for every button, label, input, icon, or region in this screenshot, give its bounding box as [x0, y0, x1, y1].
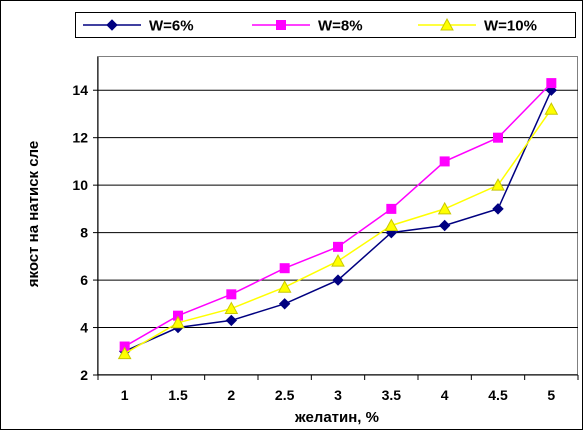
data-point: [226, 289, 237, 300]
y-tick-label: 12: [72, 130, 88, 146]
data-point: [546, 78, 557, 89]
data-point: [224, 301, 239, 315]
data-point: [493, 132, 503, 143]
data-point: [437, 201, 452, 215]
series-group: [117, 78, 559, 360]
x-tick-label: 5: [547, 387, 555, 403]
data-point: [277, 280, 292, 293]
x-tick-label: 2.5: [275, 387, 295, 403]
legend-label: W=10%: [484, 18, 537, 35]
x-tick-label: 4.5: [488, 387, 508, 403]
data-point: [492, 203, 504, 215]
y-axis-ticks: 2 4 6 8 10 12 14: [72, 82, 98, 383]
x-tick-label: 1.5: [168, 387, 188, 403]
legend: W=6% W=8% W=10%: [75, 12, 576, 38]
data-point: [331, 254, 345, 267]
legend-marker: [440, 17, 454, 31]
plot-area: [97, 56, 578, 375]
data-point: [225, 314, 238, 327]
x-axis-title: желатин, %: [294, 409, 379, 426]
x-axis-ticks: 1 1.5 2 2.5 3 3.5 4 4.5 5: [97, 375, 579, 403]
data-point: [279, 263, 290, 274]
y-tick-label: 14: [72, 82, 88, 98]
data-point: [333, 241, 343, 252]
x-tick-label: 3.5: [382, 387, 402, 403]
data-point: [544, 102, 559, 115]
data-point: [439, 156, 450, 167]
y-tick-label: 6: [80, 272, 88, 288]
x-tick-label: 1: [121, 387, 129, 403]
y-tick-label: 4: [80, 320, 88, 336]
x-tick-label: 2: [227, 387, 235, 403]
legend-marker: [276, 20, 286, 30]
x-tick-label: 3: [334, 387, 342, 403]
data-point: [384, 218, 399, 231]
data-point: [332, 274, 344, 286]
y-tick-label: 10: [72, 177, 88, 193]
data-point: [171, 315, 185, 329]
y-tick-label: 2: [80, 367, 88, 383]
legend-box: [75, 12, 576, 38]
legend-label: W=6%: [149, 18, 194, 35]
data-point: [278, 298, 291, 310]
y-tick-label: 8: [80, 225, 88, 241]
x-tick-label: 4: [441, 387, 449, 403]
data-point: [491, 178, 505, 191]
data-point: [438, 219, 451, 232]
legend-label: W=8%: [318, 18, 363, 35]
data-point: [117, 346, 132, 360]
legend-marker: [106, 19, 118, 31]
y-axis-title: якост на натиск сле: [25, 141, 42, 287]
data-point: [386, 203, 397, 214]
